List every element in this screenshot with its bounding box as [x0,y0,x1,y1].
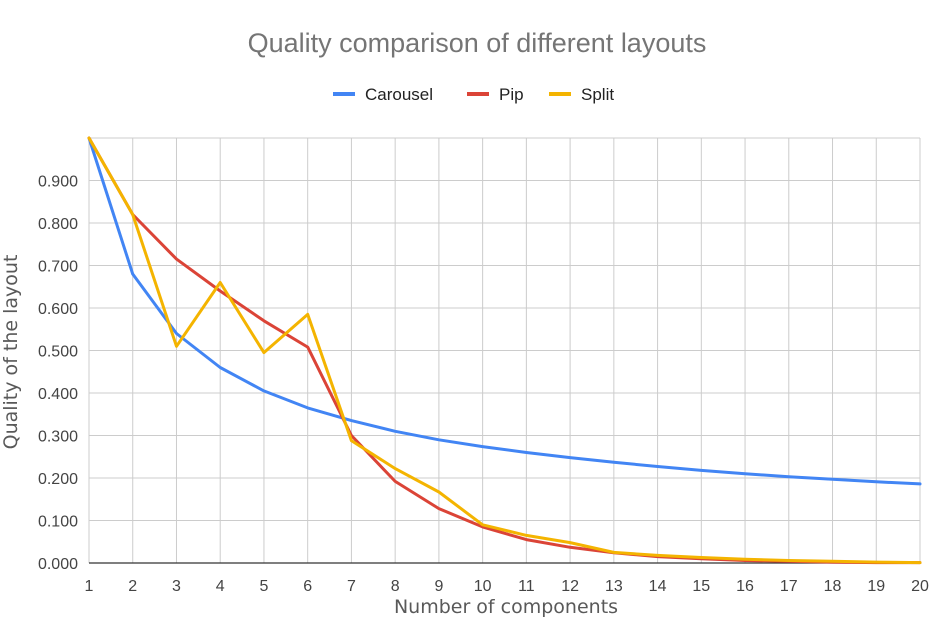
x-tick-label: 3 [172,578,181,595]
y-tick-label: 0.200 [38,471,78,488]
y-axis-label: Quality of the layout [0,255,22,450]
legend-label: Split [581,85,614,104]
y-tick-label: 0.300 [38,429,78,446]
y-tick-label: 0.400 [38,386,78,403]
x-tick-label: 18 [824,578,842,595]
y-tick-label: 0.000 [38,556,78,573]
x-tick-label: 17 [780,578,798,595]
legend: Carousel Pip Split [333,85,614,104]
series-lines [87,136,922,565]
y-tick-label: 0.100 [38,514,78,531]
x-tick-label: 9 [434,578,443,595]
x-tick-label: 14 [649,578,667,595]
legend-item-carousel: Carousel [333,85,433,104]
x-axis-ticks: 1 2 3 4 5 6 7 8 9 10 11 12 13 14 15 16 17 18 19 20 [85,578,929,595]
x-tick-label: 6 [303,578,312,595]
x-tick-label: 2 [128,578,137,595]
x-tick-label: 10 [474,578,492,595]
y-tick-label: 0.700 [38,259,78,276]
chart-title: Quality comparison of different layouts [248,28,707,58]
x-tick-label: 20 [911,578,929,595]
x-tick-label: 5 [259,578,268,595]
y-tick-label: 0.800 [38,216,78,233]
grid [88,137,921,563]
x-tick-label: 12 [561,578,579,595]
y-tick-label: 0.600 [38,301,78,318]
x-axis-label: Number of components [394,596,618,618]
series-line-carousel [87,136,922,486]
legend-item-split: Split [549,85,614,104]
x-tick-label: 1 [85,578,94,595]
x-tick-label: 11 [518,578,535,595]
x-tick-label: 15 [692,578,710,595]
series-line-split [87,136,922,565]
x-tick-label: 19 [867,578,885,595]
x-tick-label: 16 [736,578,754,595]
x-tick-label: 4 [216,578,225,595]
legend-item-pip: Pip [467,85,524,104]
legend-label: Carousel [365,85,433,104]
y-tick-label: 0.500 [38,344,78,361]
x-tick-label: 8 [391,578,400,595]
y-tick-label: 0.900 [38,174,78,191]
x-tick-label: 13 [605,578,623,595]
legend-label: Pip [499,85,524,104]
x-tick-label: 7 [347,578,356,595]
y-axis-ticks: 0.000 0.100 0.200 0.300 0.400 0.500 0.600 0.700… [38,174,78,574]
